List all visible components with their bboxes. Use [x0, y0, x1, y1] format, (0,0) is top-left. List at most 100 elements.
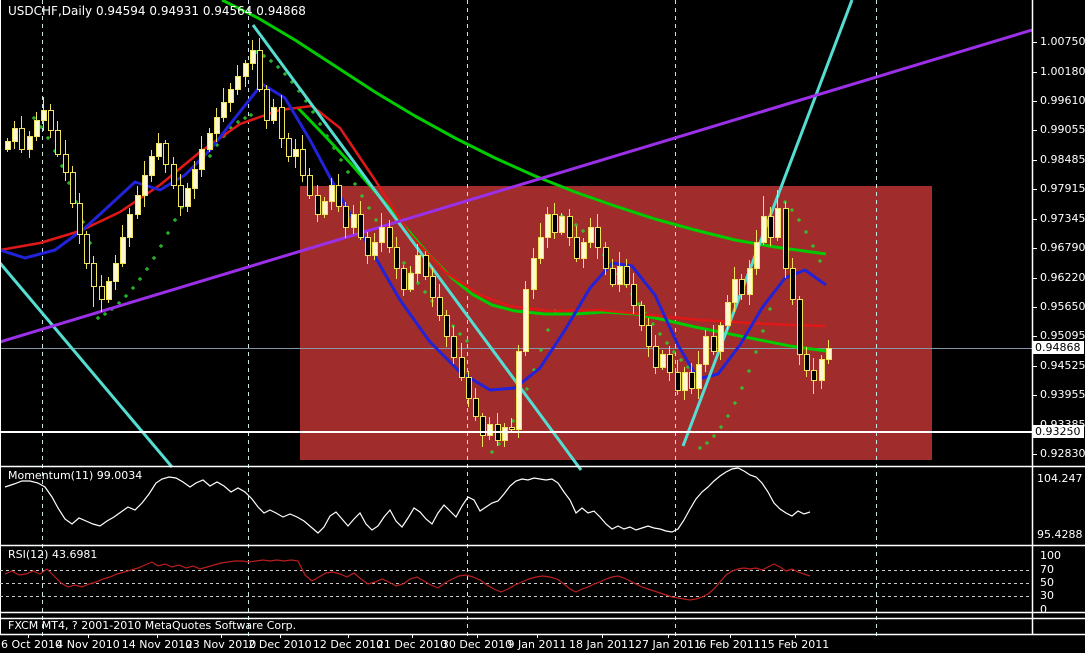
highlight-rectangle: [300, 186, 932, 460]
date-label: 14 Nov 2010: [121, 638, 193, 651]
date-label: 15 Feb 2011: [760, 638, 830, 651]
date-label: 30 Dec 2010: [441, 638, 513, 651]
candle-body: [91, 263, 97, 287]
candle-body: [804, 354, 810, 371]
candle-body: [48, 110, 54, 131]
candle-body: [567, 216, 573, 238]
candle-body: [509, 427, 515, 430]
candle-body: [271, 107, 277, 121]
candle-body: [559, 216, 565, 233]
candle-body: [423, 255, 429, 277]
candle-body: [459, 357, 465, 378]
candle-body: [199, 149, 205, 170]
candle-body: [603, 247, 609, 269]
momentum-line: [4, 467, 811, 534]
candle-body: [826, 348, 832, 360]
candle-body: [106, 281, 112, 300]
candle-body: [351, 214, 357, 228]
price-axis-label: 0.97345: [1040, 212, 1085, 225]
candle-body: [610, 268, 616, 285]
date-label: 18 Jan 2011: [569, 638, 635, 651]
candle-body: [437, 297, 443, 316]
rsi-level-label: 100: [1040, 549, 1061, 562]
candle-body: [358, 214, 364, 238]
candle-body: [243, 63, 249, 77]
trendline-cyan-left[interactable]: [0, 262, 174, 468]
candle-body: [34, 120, 40, 137]
price-axis-label: 0.95650: [1040, 300, 1085, 313]
candle-body: [257, 50, 263, 90]
candle-body: [631, 284, 637, 306]
candle-body: [761, 216, 767, 243]
candle-body: [466, 377, 472, 399]
support-price-label: 0.93250: [1033, 425, 1084, 438]
candle-body: [783, 208, 789, 269]
candle-body: [718, 325, 724, 352]
date-label: 23 Nov 2010: [185, 638, 257, 651]
candle-body: [646, 325, 652, 347]
candle-body: [739, 279, 745, 295]
date-label: 27 Jan 2011: [635, 638, 701, 651]
trendline-cyan-steep[interactable]: [681, 0, 854, 447]
candle-body: [660, 354, 666, 368]
candle-body: [5, 141, 11, 150]
momentum-min-label: 95.4288: [1037, 528, 1083, 541]
price-axis-label: 1.00180: [1040, 65, 1085, 78]
candle-body: [768, 216, 774, 238]
candle-body: [55, 130, 61, 155]
candle-body: [790, 268, 796, 300]
date-label: 26 Oct 2010: [0, 638, 63, 651]
candle-body: [775, 208, 781, 238]
candle-body: [394, 247, 400, 269]
candle-body: [171, 164, 177, 186]
copyright-text: FXCM MT4, ? 2001-2010 MetaQuotes Softwar…: [8, 619, 297, 632]
candle-body: [27, 136, 33, 150]
ma-green-slow: [221, 0, 827, 256]
candle-body: [156, 143, 162, 157]
candle-body: [113, 263, 119, 282]
price-axis-label: 0.98485: [1040, 153, 1085, 166]
candle-body: [473, 398, 479, 417]
candle-body: [797, 299, 803, 355]
date-label: 4 Nov 2010: [56, 638, 120, 651]
candle-body: [142, 175, 148, 196]
price-axis-label: 0.99055: [1040, 123, 1085, 136]
candle-body: [221, 102, 227, 118]
candle-body: [545, 214, 551, 238]
chart-title: USDCHF,Daily 0.94594 0.94931 0.94564 0.9…: [8, 4, 306, 18]
candle-body: [149, 156, 155, 176]
date-label: 6 Feb 2011: [699, 638, 761, 651]
price-axis-label: 0.97915: [1040, 182, 1085, 195]
candle-body: [307, 175, 313, 196]
momentum-pane-label: Momentum(11) 99.0034: [8, 469, 143, 482]
candle-body: [135, 195, 141, 215]
candle-body: [588, 227, 594, 243]
candle-body: [408, 273, 414, 290]
price-axis-label: 0.96220: [1040, 271, 1085, 284]
candle-body: [84, 234, 90, 264]
candle-body: [279, 107, 285, 139]
candle-body: [415, 255, 421, 274]
candle-body: [480, 416, 486, 436]
price-axis-label: 0.94525: [1040, 359, 1085, 372]
candle-body: [343, 206, 349, 228]
momentum-max-label: 104.247: [1037, 472, 1083, 485]
rsi-level-label: 30: [1040, 589, 1054, 602]
candle-body: [502, 427, 508, 441]
candle-body: [336, 185, 342, 207]
candle-body: [315, 195, 321, 215]
candle-body: [63, 154, 69, 173]
price-axis-label: 1.00750: [1040, 35, 1085, 48]
rsi-line: [4, 559, 811, 601]
candle-body: [667, 354, 673, 373]
candle-body: [754, 242, 760, 269]
candle-body: [703, 336, 709, 365]
candle-body: [365, 237, 371, 256]
candle-body: [235, 76, 241, 90]
candle-body: [372, 242, 378, 256]
trendline-purple[interactable]: [0, 28, 1033, 344]
candle-body: [444, 315, 450, 337]
candle-body: [207, 133, 213, 150]
